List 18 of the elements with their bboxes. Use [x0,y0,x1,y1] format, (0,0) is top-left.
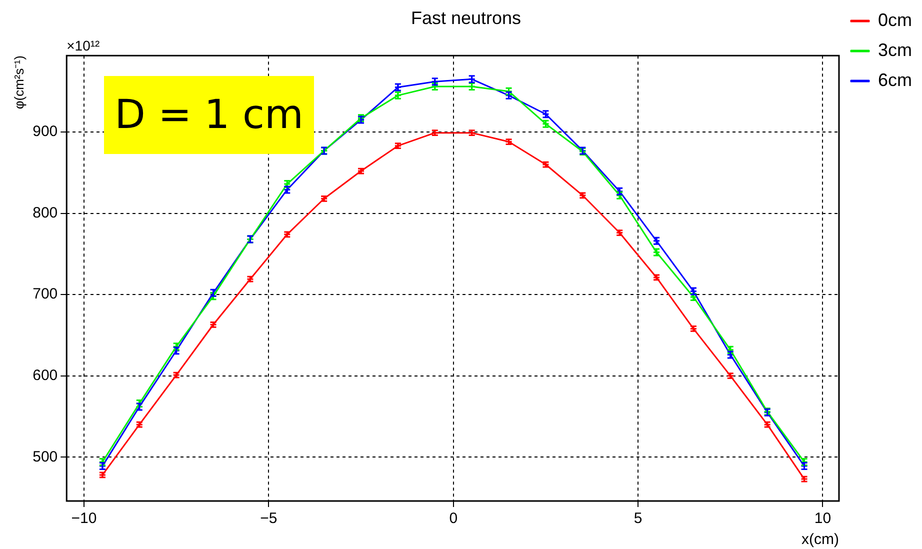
text: ×10¹² [66,37,100,54]
annotation: D = 1 cm [104,76,314,154]
legend-label: 3cm [878,40,912,60]
y-tick-label: 700 [32,286,58,303]
x-tick-label: 5 [634,510,642,528]
y-tick-label: 600 [32,366,58,384]
x-tick-label: 10 [814,510,832,528]
x-tick-label: 0 [449,510,458,528]
y-axis-title: φ(cm²s⁻¹) [11,56,26,110]
y-tick-label: 500 [32,448,58,466]
legend-label: 0cm [878,10,912,30]
chart-title: Fast neutrons [410,8,522,28]
legend-label: 6cm [878,70,912,90]
y-tick-label: 800 [32,204,58,222]
y-tick-label: 900 [32,123,58,140]
x-axis-title: x(cm) [801,531,839,548]
x-tick-label: −5 [260,510,278,528]
x-tick-label: −10 [71,510,97,528]
